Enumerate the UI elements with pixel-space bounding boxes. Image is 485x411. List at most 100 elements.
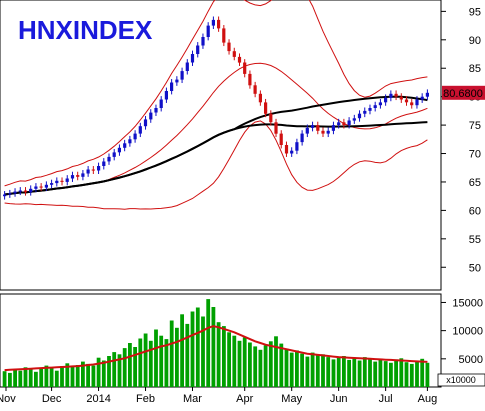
month-label: Feb [136, 393, 155, 405]
volume-bar [8, 372, 12, 387]
volume-bar [107, 356, 111, 387]
volume-bar [91, 365, 96, 387]
candle-body [217, 19, 221, 29]
last-value-marker: 80.6800 [442, 85, 485, 100]
candle-body [237, 56, 242, 63]
volume-bar [409, 363, 414, 387]
candle-body [420, 96, 424, 100]
volume-bar [65, 363, 70, 387]
price-tick-label: 65 [469, 177, 481, 189]
volume-bar [128, 343, 132, 387]
candle-body [133, 133, 137, 140]
candle-body [363, 110, 367, 114]
candle-body [227, 42, 231, 52]
volume-bar [112, 352, 117, 387]
volume-bar [195, 307, 200, 387]
candle-body [222, 28, 226, 43]
price-tick-label: 85 [469, 63, 481, 75]
volume-tick-label: 5000 [459, 354, 483, 366]
price-tick-label: 95 [469, 6, 481, 18]
volume-bar [81, 361, 85, 387]
volume-bar [2, 371, 7, 387]
volume-bar [143, 333, 148, 387]
price-tick-label: 55 [469, 234, 481, 246]
volume-bar [23, 367, 28, 387]
candle-body [410, 102, 414, 106]
volume-bar [321, 354, 325, 387]
candle-body [389, 93, 393, 98]
candle-body [190, 54, 195, 63]
volume-bar [368, 359, 372, 387]
volume-bar [268, 341, 273, 387]
month-label: Jul [379, 393, 393, 405]
candle-body [274, 122, 278, 134]
candle-body [8, 193, 12, 195]
volume-bar [331, 359, 336, 387]
candle-body [117, 147, 121, 153]
candle-body [211, 19, 215, 26]
candle-body [394, 93, 398, 97]
candle-body [60, 180, 64, 182]
candle-body [112, 152, 116, 157]
volume-bar [159, 335, 164, 387]
volume-bar [305, 356, 310, 387]
volume-bar [310, 352, 315, 387]
volume-bar [201, 316, 205, 387]
candle-body [368, 108, 372, 111]
month-label: Dec [42, 393, 62, 405]
volume-bar [352, 358, 357, 387]
candle-body [13, 191, 17, 194]
volume-bar [49, 367, 54, 387]
volume-bar [242, 337, 247, 387]
volume-bar [70, 366, 75, 387]
volume-bar [101, 360, 106, 387]
candle-body [415, 99, 419, 106]
volume-bar [117, 354, 122, 387]
volume-bar [253, 346, 258, 387]
bollinger-lower-band [4, 120, 428, 210]
volume-unit-box [437, 373, 485, 387]
candle-body [102, 161, 106, 166]
volume-bar [148, 340, 153, 387]
month-label: Nov [0, 393, 16, 405]
volume-bar [357, 360, 362, 387]
candle-body [196, 45, 200, 54]
month-label: Mar [183, 393, 202, 405]
volume-bar [185, 323, 190, 387]
chart-title: HNXINDEX [18, 15, 153, 45]
price-tick-label: 90 [469, 35, 481, 47]
candle-body [269, 113, 273, 123]
volume-bar [138, 338, 143, 387]
volume-bar [362, 357, 367, 387]
volume-bar [13, 369, 17, 387]
volume-bar [415, 361, 419, 387]
candle-body [232, 51, 236, 57]
candle-body [185, 62, 189, 71]
volume-bar [18, 370, 23, 387]
candle-body [29, 188, 33, 193]
volume-bar [232, 335, 237, 387]
candle-body [107, 156, 111, 162]
candle-body [258, 93, 262, 103]
candle-body [3, 194, 7, 197]
month-label: Apr [236, 393, 253, 405]
month-label: 2014 [86, 393, 110, 405]
candle-body [175, 79, 179, 83]
volume-bar [34, 371, 38, 387]
volume-bar [404, 362, 409, 387]
candle-body [253, 85, 257, 94]
bollinger-upper-band [4, 0, 428, 187]
volume-bar [122, 348, 127, 387]
volume-bar [378, 358, 383, 387]
last-value-label: 80.6800 [443, 88, 483, 100]
volume-bar [133, 347, 137, 387]
candle-body [44, 184, 48, 188]
volume-bar [326, 357, 331, 387]
price-tick-label: 70 [469, 149, 481, 161]
candle-body [18, 190, 22, 192]
candle-body [39, 186, 43, 188]
candle-body [143, 119, 148, 127]
volume-bar [175, 327, 179, 387]
